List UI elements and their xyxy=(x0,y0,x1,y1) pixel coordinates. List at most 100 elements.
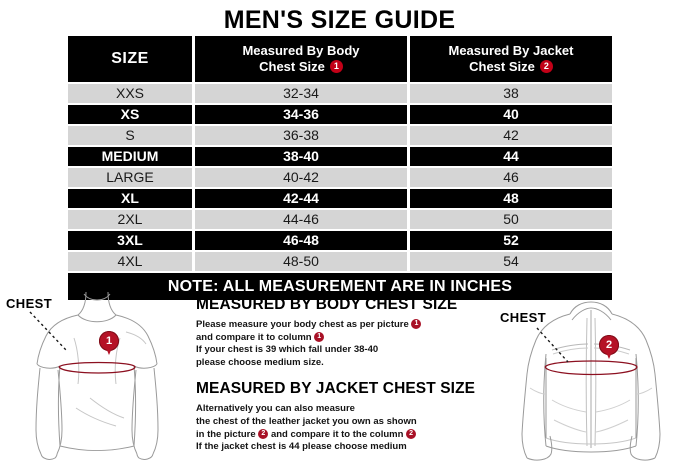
column-divider xyxy=(407,168,410,187)
chest-pointer-left xyxy=(29,311,67,351)
header-jacket-line1: Measured By Jacket xyxy=(448,42,574,58)
cell-jacket: 42 xyxy=(410,126,612,145)
section-line: in the picture 2 and compare it to the c… xyxy=(196,429,496,442)
badge-2-icon: 2 xyxy=(406,429,417,440)
page-title: MEN'S SIZE GUIDE xyxy=(223,6,456,34)
cell-size: MEDIUM xyxy=(68,147,192,166)
section-title: MEASURED BY JACKET CHEST SIZE xyxy=(196,380,476,398)
cell-body: 46-48 xyxy=(195,231,407,250)
section-body: Please measure your body chest as per pi… xyxy=(196,319,496,369)
table-note-row: NOTE: ALL MEASUREMENT ARE IN INCHES xyxy=(68,273,612,300)
measure-band-left xyxy=(58,361,136,374)
line-text: in the picture xyxy=(196,428,256,440)
note-text: NOTE: ALL MEASUREMENT ARE IN INCHES xyxy=(68,273,612,300)
tshirt-figure-svg xyxy=(29,291,159,460)
badge-1-icon: 1 xyxy=(314,332,325,343)
line-text: If the jacket chest is 44 please choose … xyxy=(196,441,407,453)
column-divider xyxy=(407,84,410,103)
chest-label-right: CHEST xyxy=(500,310,547,325)
instructions-block: MEASURED BY BODY CHEST SIZE Please measur… xyxy=(196,296,496,465)
size-guide-table: SIZE Measured By Body Chest Size 1 Measu… xyxy=(68,36,612,302)
header-cell-size: SIZE xyxy=(68,36,192,82)
table-header-row: SIZE Measured By Body Chest Size 1 Measu… xyxy=(68,36,612,82)
jacket-figure-svg xyxy=(521,301,661,461)
column-divider xyxy=(407,126,410,145)
column-divider xyxy=(407,147,410,166)
column-divider xyxy=(192,36,195,82)
header-body-line1: Measured By Body xyxy=(242,42,360,58)
chest-label-left: CHEST xyxy=(6,296,53,311)
cell-size: XXS xyxy=(68,84,192,103)
cell-body: 34-36 xyxy=(195,105,407,124)
cell-jacket: 38 xyxy=(410,84,612,103)
cell-size: XS xyxy=(68,105,192,124)
badge-2-icon: 2 xyxy=(258,429,269,440)
column-divider xyxy=(407,105,410,124)
cell-body: 36-38 xyxy=(195,126,407,145)
column-divider xyxy=(407,189,410,208)
column-divider xyxy=(192,231,195,250)
column-divider xyxy=(192,252,195,271)
body-chest-illustration: CHEST xyxy=(4,288,190,462)
table-row: 4XL 48-50 54 xyxy=(68,252,612,271)
section-line: If your chest is 39 which fall under 38-… xyxy=(196,344,496,357)
section-body: Alternatively you can also measure the ch… xyxy=(196,403,496,453)
header-cell-body-chest: Measured By Body Chest Size 1 xyxy=(195,36,407,82)
cell-size: S xyxy=(68,126,192,145)
column-divider xyxy=(192,126,195,145)
column-divider xyxy=(407,36,410,82)
table-row: XS 34-36 40 xyxy=(68,105,612,124)
section-line: please choose medium size. xyxy=(196,357,496,370)
column-divider xyxy=(192,84,195,103)
cell-jacket: 46 xyxy=(410,168,612,187)
cell-jacket: 40 xyxy=(410,105,612,124)
marker-one-icon: 1 xyxy=(99,331,119,355)
header-cell-jacket-chest: Measured By Jacket Chest Size 2 xyxy=(410,36,612,82)
cell-size: 3XL xyxy=(68,231,192,250)
line-text: Alternatively you can also measure xyxy=(196,403,355,415)
section-line: and compare it to column 1 xyxy=(196,332,496,345)
table-row: MEDIUM 38-40 44 xyxy=(68,147,612,166)
table-row: XL 42-44 48 xyxy=(68,189,612,208)
bottom-section: CHEST xyxy=(0,288,679,462)
jacket-chest-illustration: CHEST xyxy=(496,288,679,462)
header-body-line2: Chest Size xyxy=(259,58,325,74)
cell-body: 44-46 xyxy=(195,210,407,229)
column-divider xyxy=(192,189,195,208)
header-jacket-line2: Chest Size xyxy=(469,58,535,74)
cell-jacket: 54 xyxy=(410,252,612,271)
cell-body: 32-34 xyxy=(195,84,407,103)
badge-one-icon: 1 xyxy=(329,60,343,74)
cell-size: LARGE xyxy=(68,168,192,187)
cell-body: 48-50 xyxy=(195,252,407,271)
cell-body: 40-42 xyxy=(195,168,407,187)
line-text: please choose medium size. xyxy=(196,356,324,368)
table-row: LARGE 40-42 46 xyxy=(68,168,612,187)
table-row: XXS 32-34 38 xyxy=(68,84,612,103)
column-divider xyxy=(407,210,410,229)
cell-jacket: 48 xyxy=(410,189,612,208)
cell-jacket: 44 xyxy=(410,147,612,166)
column-divider xyxy=(192,105,195,124)
column-divider xyxy=(192,210,195,229)
column-divider xyxy=(407,252,410,271)
line-text: If your chest is 39 which fall under 38-… xyxy=(196,344,379,356)
cell-jacket: 50 xyxy=(410,210,612,229)
cell-size: 2XL xyxy=(68,210,192,229)
cell-size: XL xyxy=(68,189,192,208)
marker-two-icon: 2 xyxy=(599,335,619,359)
line-text: the chest of the leather jacket you own … xyxy=(196,415,417,427)
section-line: Please measure your body chest as per pi… xyxy=(196,319,496,332)
line-text: and compare it to the column xyxy=(270,428,404,440)
cell-jacket: 52 xyxy=(410,231,612,250)
table-row: 2XL 44-46 50 xyxy=(68,210,612,229)
line-text: and compare it to column xyxy=(196,331,312,343)
section-line: the chest of the leather jacket you own … xyxy=(196,416,496,429)
badge-two-icon: 2 xyxy=(539,60,553,74)
cell-body: 42-44 xyxy=(195,189,407,208)
table-body: XXS 32-34 38 XS 34-36 40 S 36-38 42 MEDIUM 38-40 44… xyxy=(68,84,612,271)
measure-band-right xyxy=(544,360,638,376)
section-line: Alternatively you can also measure xyxy=(196,403,496,416)
cell-body: 38-40 xyxy=(195,147,407,166)
column-divider xyxy=(407,231,410,250)
